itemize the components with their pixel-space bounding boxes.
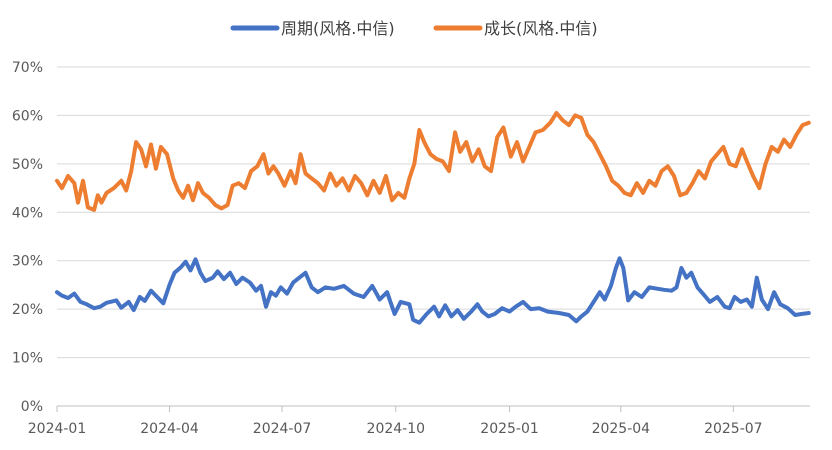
x-axis: 2024-01 2024-04 2024-07 2024-10 2025-01 2025-… bbox=[28, 405, 810, 437]
series-layer bbox=[55, 111, 811, 325]
legend: 周期(风格.中信) 成长(风格.中信) bbox=[230, 19, 598, 38]
y-tick-label: 50% bbox=[12, 157, 43, 173]
x-tick-label: 2024-07 bbox=[253, 421, 312, 437]
y-tick-label: 10% bbox=[12, 351, 43, 367]
y-tick-label: 0% bbox=[21, 399, 43, 415]
y-tick-label: 40% bbox=[12, 205, 43, 221]
x-tick-label: 2024-01 bbox=[28, 421, 87, 437]
x-tick-label: 2025-07 bbox=[704, 421, 763, 437]
series-line-cycle bbox=[55, 256, 811, 325]
x-tick-label: 2024-04 bbox=[140, 421, 199, 437]
legend-label-cycle: 周期(风格.中信) bbox=[281, 19, 395, 38]
legend-label-growth: 成长(风格.中信) bbox=[484, 19, 598, 38]
y-tick-label: 60% bbox=[12, 108, 43, 124]
y-axis: 0% 10% 20% 30% 40% 50% 60% 70% bbox=[12, 60, 810, 415]
x-tick-label: 2025-04 bbox=[592, 421, 651, 437]
x-tick-label: 2024-10 bbox=[367, 421, 426, 437]
y-tick-label: 30% bbox=[12, 254, 43, 270]
y-tick-label: 70% bbox=[12, 60, 43, 76]
x-tick-label: 2025-01 bbox=[480, 421, 539, 437]
series-line-growth bbox=[55, 111, 811, 212]
y-tick-label: 20% bbox=[12, 302, 43, 318]
